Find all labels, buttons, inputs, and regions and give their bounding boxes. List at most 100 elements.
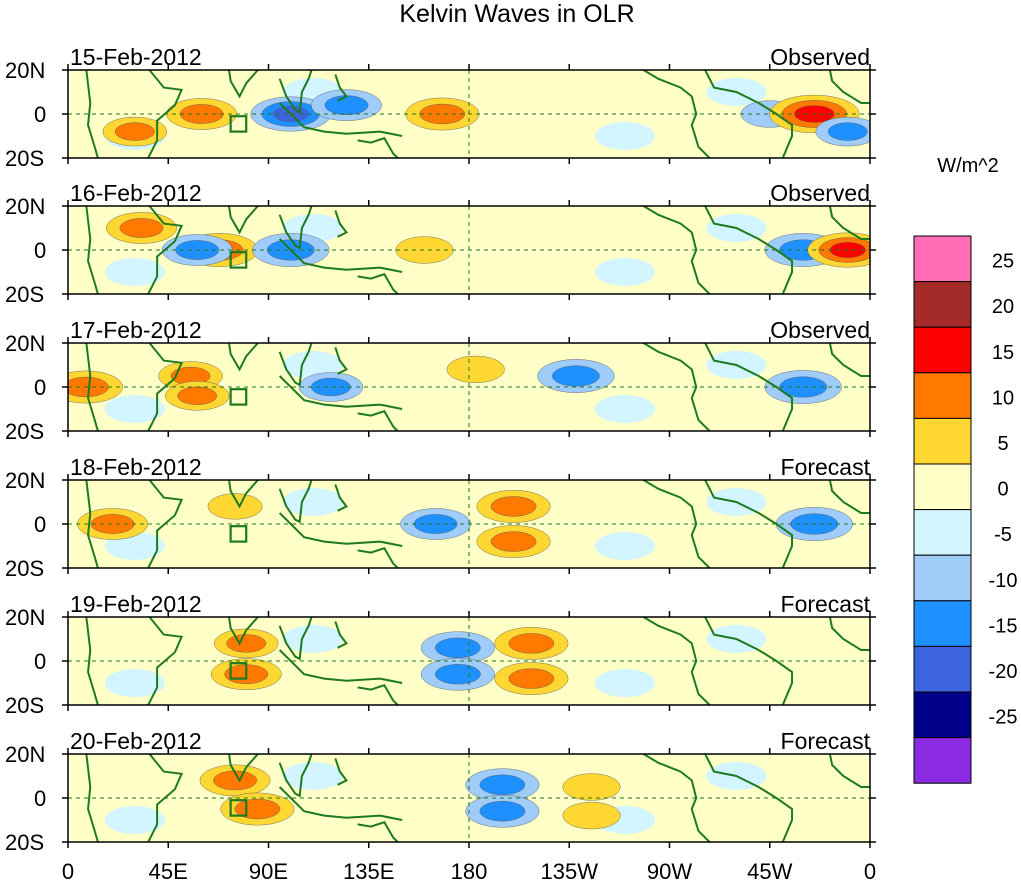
africa-east-coast (147, 617, 184, 705)
colorbar-label: -20 (989, 661, 1018, 683)
anomaly-contour (827, 122, 868, 141)
panel-status: Observed (770, 317, 870, 343)
americas-west-coast (641, 343, 712, 431)
reference-box (229, 525, 248, 543)
x-tick-label: 0 (62, 859, 74, 884)
philippines-coast (334, 347, 349, 375)
colorbar-label: 5 (997, 433, 1008, 455)
africa-east-coast (147, 206, 184, 294)
south-america-east-coast (704, 480, 794, 568)
panel-status: Forecast (781, 454, 871, 480)
philippines-coast (334, 74, 349, 102)
colorbar-swatch (913, 463, 972, 511)
west-africa-coast (828, 754, 870, 788)
colorbar-label: 10 (992, 387, 1014, 409)
weak-negative-patch (594, 532, 655, 560)
anomaly-contour (490, 531, 537, 552)
coastlines (85, 206, 870, 294)
positive-anomaly (77, 508, 148, 540)
anomaly-contour (435, 664, 481, 685)
weak-negative-patch (283, 625, 344, 653)
colorbar-swatch (913, 326, 972, 374)
indonesia-chain (278, 238, 403, 273)
y-tick-label: 20S (5, 419, 44, 444)
panel-status: Forecast (781, 591, 871, 617)
americas-west-coast (641, 480, 712, 568)
y-tick-label: 0 (34, 649, 46, 674)
panel-date: 17-Feb-2012 (70, 317, 202, 343)
southeast-asia-coast (278, 70, 313, 114)
africa-east-coast (147, 754, 184, 842)
philippines-coast (334, 210, 349, 238)
colorbar-label: 15 (992, 342, 1014, 364)
panel: 20N 0 20S 20-Feb-2012 Forecast (5, 728, 876, 855)
x-tick-label: 135W (541, 859, 599, 884)
coastlines (85, 617, 870, 705)
southeast-asia-coast (278, 617, 313, 661)
panel: 20N 0 20S 16-Feb-2012 Observed (5, 180, 876, 307)
positive-anomaly (446, 355, 505, 383)
africa-west-coast (85, 617, 99, 705)
anomaly-contour (226, 634, 267, 653)
weak-negative-patch (104, 395, 165, 423)
southeast-asia-coast (278, 480, 313, 524)
reference-box (229, 388, 248, 406)
y-tick-label: 0 (34, 786, 46, 811)
weak-negative-patch (104, 258, 165, 286)
south-america-east-coast (704, 343, 794, 431)
positive-anomaly (562, 801, 621, 830)
panel-status: Observed (770, 180, 870, 206)
anomaly-contour (552, 365, 600, 387)
panel-date: 20-Feb-2012 (70, 728, 202, 754)
weak-negative-patch (594, 258, 655, 286)
weak-negative-patch (283, 762, 344, 790)
x-tick-label: 0 (864, 859, 876, 884)
colorbar-swatch (913, 600, 972, 647)
colorbar-swatch (913, 281, 972, 328)
positive-anomaly (207, 493, 263, 520)
australia-north-coast (357, 272, 400, 294)
americas-west-coast (641, 206, 712, 294)
south-america-east-coast (704, 206, 794, 294)
panel-date: 15-Feb-2012 (70, 44, 202, 70)
colorbar-swatch (913, 554, 972, 602)
weak-negative-patch (283, 488, 344, 516)
west-africa-coast (828, 480, 870, 514)
india-coast (228, 480, 260, 509)
y-tick-label: 20N (5, 468, 45, 493)
anomaly-contour (562, 773, 621, 801)
positive-anomaly (476, 525, 551, 558)
negative-anomaly (815, 116, 870, 147)
positive-anomaly (165, 381, 230, 411)
australia-north-coast (357, 820, 400, 842)
x-tick-label: 45W (747, 859, 792, 884)
indonesia-chain (278, 102, 403, 137)
colorbar-label: 25 (992, 251, 1014, 273)
olr-field (68, 480, 870, 568)
weak-negative-patch (594, 669, 655, 697)
anomaly-contour (479, 801, 526, 822)
y-tick-label: 20N (5, 605, 45, 630)
indonesia-chain (278, 786, 403, 821)
coastlines (85, 70, 870, 158)
x-tick-label: 90E (249, 859, 288, 884)
colorbar-swatch (913, 372, 972, 419)
anomaly-contour (179, 104, 224, 124)
philippines-coast (334, 621, 349, 649)
reference-box (229, 662, 248, 680)
colorbar-swatch (913, 737, 972, 784)
panel-date: 16-Feb-2012 (70, 180, 202, 206)
weak-negative-patch (594, 395, 655, 423)
africa-west-coast (85, 70, 99, 158)
india-coast (228, 70, 260, 99)
panel-status: Forecast (781, 728, 871, 754)
colorbar-label: 20 (992, 296, 1014, 318)
negative-anomaly (400, 508, 471, 540)
anomaly-contour (508, 633, 555, 654)
y-tick-label: 20S (5, 146, 44, 171)
west-africa-coast (828, 206, 870, 240)
americas-west-coast (641, 754, 712, 842)
colorbar: W/m^2 25 20 15 10 5 0 -5 -10 -15 -20 -25 (913, 155, 1018, 784)
west-africa-coast (828, 343, 870, 377)
